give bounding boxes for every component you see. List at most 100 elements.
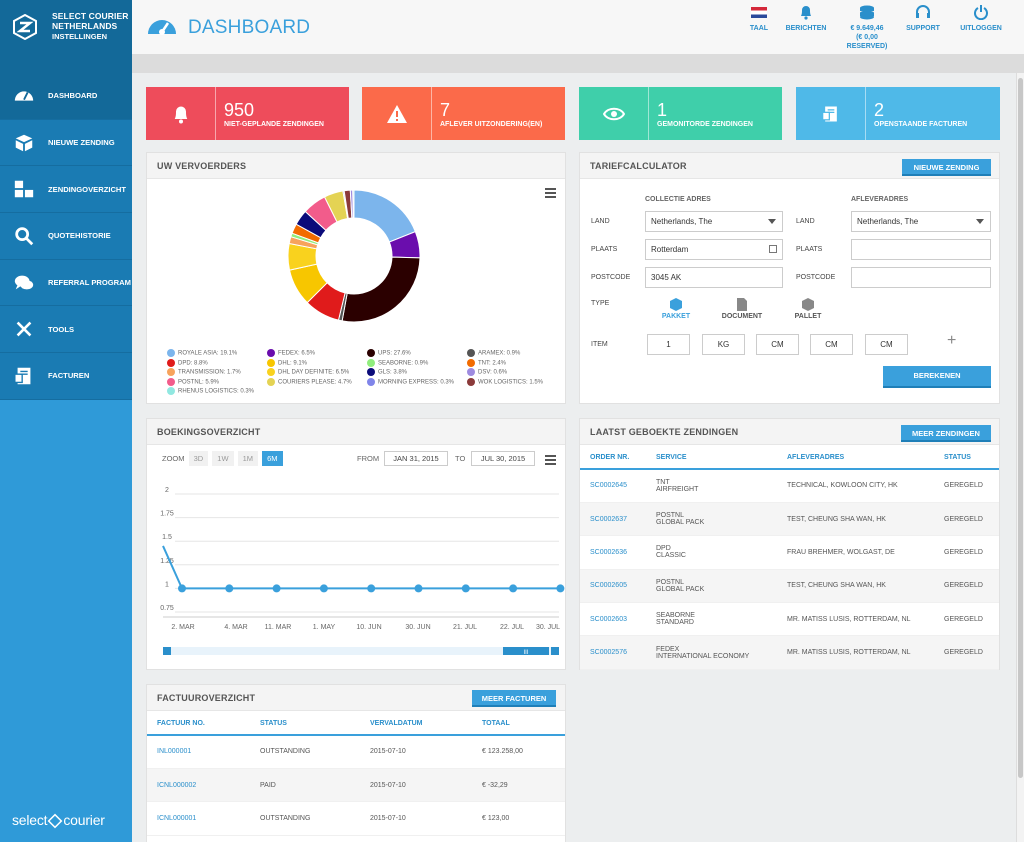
zoom-6m-button[interactable]: 6M (262, 451, 283, 466)
invoice-link[interactable]: INL000001 (157, 748, 192, 756)
navigator-left-arrow[interactable] (163, 647, 171, 655)
from-country-select[interactable]: Netherlands, The (645, 211, 783, 232)
nav-quote-history[interactable]: QUOTEHISTORIE (0, 213, 132, 260)
table-row[interactable]: ICNL000001 OUTSTANDING 2015-07-10 € 123,… (147, 801, 565, 836)
legend-item[interactable]: TRANSMISSION: 1.7% (167, 368, 241, 376)
table-row[interactable]: INL000001 OUTSTANDING 2015-07-10 € 123.2… (147, 735, 565, 769)
add-item-button[interactable]: + (947, 332, 957, 349)
data-point[interactable] (461, 584, 470, 593)
legend-item[interactable]: DHL DAY DEFINITE: 6.5% (267, 368, 349, 376)
item-quantity-input[interactable]: 1 (647, 334, 690, 355)
donut-slice[interactable] (341, 256, 421, 323)
stat-unplanned[interactable]: 950 NIET-GEPLANDE ZENDINGEN (146, 87, 349, 140)
from-date-input[interactable]: JAN 31, 2015 (384, 451, 448, 466)
data-point[interactable] (509, 584, 518, 593)
legend-item[interactable]: DSV: 0.6% (467, 368, 507, 376)
nav-referral-program[interactable]: REFERRAL PROGRAM (0, 259, 132, 307)
table-row[interactable]: SC0002637 POSTNL GLOBAL PACK TEST, CHEUNG… (580, 502, 999, 537)
data-point[interactable] (414, 584, 423, 593)
balance-button[interactable]: € 9.649,46 (€ 0,00 RESERVED) (840, 2, 894, 51)
nav-tools[interactable]: TOOLS (0, 306, 132, 354)
scrollbar-thumb[interactable] (1018, 78, 1023, 778)
new-shipment-button[interactable]: NIEUWE ZENDING (902, 159, 991, 176)
legend-item[interactable]: DHL: 9.1% (267, 358, 307, 367)
navigator-track[interactable] (163, 647, 559, 655)
order-link[interactable]: SC0002576 (590, 649, 627, 657)
to-date-input[interactable]: JUL 30, 2015 (471, 451, 535, 466)
donut-slice[interactable] (353, 189, 416, 243)
legend-item[interactable]: DPD: 8.8% (167, 358, 208, 367)
type-pallet-option[interactable]: PALLET (788, 298, 828, 320)
data-point[interactable] (178, 584, 186, 593)
item-weight-input[interactable]: KG (702, 334, 745, 355)
settings-link[interactable]: INSTELLINGEN (52, 32, 108, 41)
legend-item[interactable]: POSTNL: 5.9% (167, 377, 219, 386)
from-postcode-input[interactable]: 3045 AK (645, 267, 783, 288)
table-row[interactable]: SC0002645 TNT AIRFREIGHT TECHNICAL, KOWLO… (580, 469, 999, 503)
legend-item[interactable]: WOK LOGISTICS: 1.5% (467, 377, 543, 386)
legend-item[interactable]: ARAMEX: 0.9% (467, 349, 520, 357)
to-city-input[interactable] (851, 239, 991, 260)
legend-item[interactable]: COURIERS PLEASE: 4.7% (267, 377, 352, 386)
from-city-input[interactable]: Rotterdam (645, 239, 783, 260)
zoom-1m-button[interactable]: 1M (237, 451, 259, 466)
zoom-1w-button[interactable]: 1W (212, 451, 234, 466)
data-point[interactable] (272, 584, 281, 593)
order-link[interactable]: SC0002636 (590, 548, 627, 556)
calculate-button[interactable]: BEREKENEN (883, 366, 991, 388)
donut-slice[interactable] (352, 189, 355, 219)
zoom-3d-button[interactable]: 3D (188, 451, 209, 466)
legend-item[interactable]: FEDEX: 6.5% (267, 349, 315, 357)
invoice-link[interactable]: ICNL000002 (157, 781, 197, 789)
legend-item[interactable]: MORNING EXPRESS: 0.3% (367, 377, 454, 386)
more-shipments-button[interactable]: MEER ZENDINGEN (901, 425, 991, 442)
language-button[interactable]: TAAL (744, 2, 774, 33)
legend-item[interactable]: ROYALE ASIA: 19.1% (167, 349, 237, 357)
legend-item[interactable]: GLS: 3.8% (367, 368, 407, 376)
logout-button[interactable]: UITLOGGEN (956, 2, 1006, 33)
type-option-label: PAKKET (661, 313, 691, 320)
to-country-select[interactable]: Netherlands, The (851, 211, 991, 232)
chart-menu-icon[interactable] (545, 188, 556, 198)
table-row[interactable]: ICNL000002 PAID 2015-07-10 € -32,29 (147, 768, 565, 803)
stat-monitored[interactable]: 1 GEMONITORDE ZENDINGEN (579, 87, 782, 140)
order-link[interactable]: SC0002603 (590, 615, 627, 623)
legend-item[interactable]: UPS: 27.6% (367, 349, 411, 357)
invoice-link[interactable]: ICNL000001 (157, 814, 197, 822)
data-point[interactable] (367, 584, 376, 593)
order-link[interactable]: SC0002637 (590, 515, 627, 523)
support-button[interactable]: SUPPORT (902, 2, 944, 33)
order-link[interactable]: SC0002605 (590, 582, 627, 590)
to-postcode-input[interactable] (851, 267, 991, 288)
stat-exceptions[interactable]: 7 AFLEVER UITZONDERING(EN) (362, 87, 565, 140)
more-invoices-button[interactable]: MEER FACTUREN (472, 690, 556, 707)
legend-item[interactable]: TNT: 2.4% (467, 358, 506, 367)
nav-new-shipment[interactable]: NIEUWE ZENDING (0, 119, 132, 167)
order-link[interactable]: SC0002645 (590, 482, 627, 490)
item-length-input[interactable]: CM (756, 334, 799, 355)
stat-open-invoices[interactable]: 2 OPENSTAANDE FACTUREN (796, 87, 1000, 140)
nav-dashboard[interactable]: DASHBOARD (0, 73, 132, 120)
item-width-input[interactable]: CM (810, 334, 853, 355)
type-package-option[interactable]: PAKKET (656, 298, 696, 320)
table-row[interactable]: SC0002636 DPD CLASSIC FRAU BREHMER, WOLGA… (580, 535, 999, 570)
data-point[interactable] (319, 584, 328, 593)
page-scrollbar[interactable] (1016, 73, 1024, 842)
invoice-icon (821, 106, 837, 121)
messages-button[interactable]: BERICHTEN (782, 2, 830, 33)
city-lookup-icon[interactable] (769, 245, 777, 253)
legend-item[interactable]: RHENUS LOGISTICS: 0.3% (167, 387, 254, 395)
table-row[interactable]: SC0002605 POSTNL GLOBAL PACK TEST, CHEUNG… (580, 569, 999, 604)
data-point[interactable] (556, 584, 565, 593)
chart-menu-icon[interactable] (545, 455, 556, 465)
legend-item[interactable]: SEABORNE: 0.9% (367, 358, 428, 367)
table-row[interactable]: SC0002576 FEDEX INTERNATIONAL ECONOMY MR.… (580, 635, 999, 670)
type-document-option[interactable]: DOCUMENT (718, 298, 766, 320)
data-point[interactable] (225, 584, 234, 593)
nav-invoices[interactable]: FACTUREN (0, 353, 132, 400)
table-row[interactable]: SC0002603 SEABORNE STANDARD MR. MATISS LU… (580, 602, 999, 637)
nav-shipment-overview[interactable]: ZENDINGOVERZICHT (0, 166, 132, 214)
navigator-right-arrow[interactable] (551, 647, 559, 655)
item-height-input[interactable]: CM (865, 334, 908, 355)
navigator-handle[interactable] (503, 647, 549, 655)
